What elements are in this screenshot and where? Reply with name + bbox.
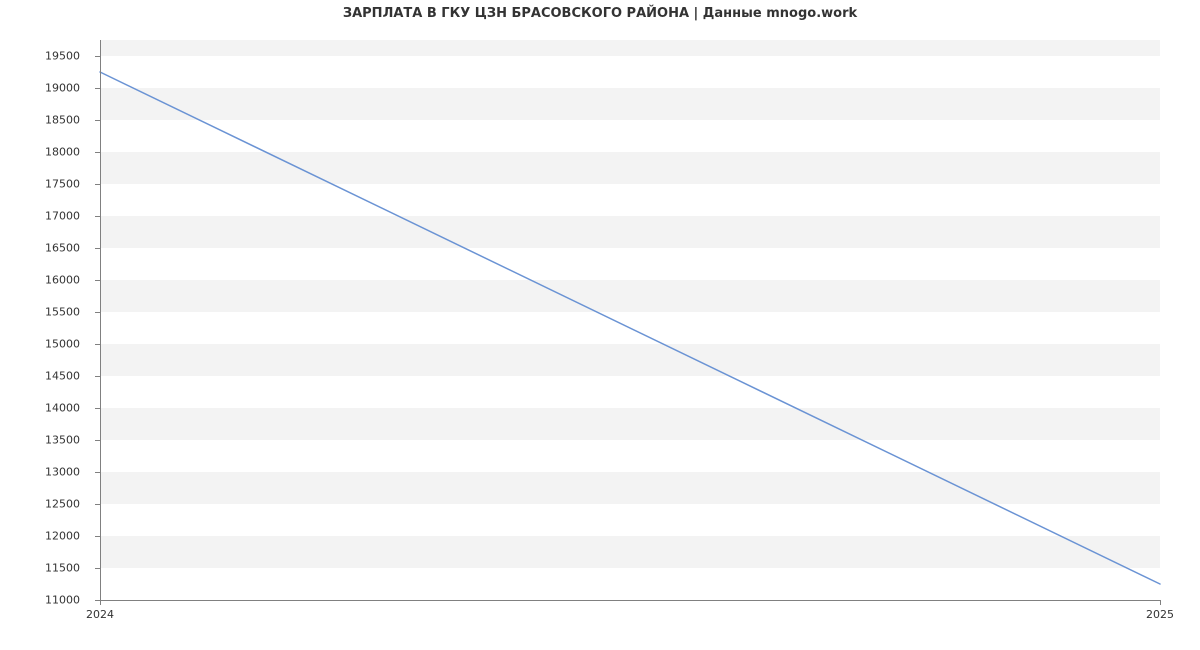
y-tick-mark: [95, 312, 100, 313]
x-tick-label: 2025: [1146, 608, 1174, 621]
y-tick-mark: [95, 280, 100, 281]
x-tick-mark: [100, 600, 101, 605]
y-tick-mark: [95, 568, 100, 569]
y-tick-mark: [95, 120, 100, 121]
y-tick-mark: [95, 472, 100, 473]
chart-title: ЗАРПЛАТА В ГКУ ЦЗН БРАСОВСКОГО РАЙОНА | …: [0, 6, 1200, 21]
y-tick-mark: [95, 408, 100, 409]
y-tick-mark: [95, 184, 100, 185]
plot-area: 1100011500120001250013000135001400014500…: [100, 40, 1160, 600]
y-tick-mark: [95, 376, 100, 377]
y-tick-mark: [95, 248, 100, 249]
x-tick-label: 2024: [86, 608, 114, 621]
y-tick-mark: [95, 344, 100, 345]
y-tick-mark: [95, 88, 100, 89]
y-tick-mark: [95, 504, 100, 505]
y-tick-mark: [95, 536, 100, 537]
x-tick-mark: [1160, 600, 1161, 605]
y-tick-mark: [95, 56, 100, 57]
y-axis-line: [100, 40, 101, 600]
y-tick-mark: [95, 216, 100, 217]
y-tick-mark: [95, 440, 100, 441]
data-line: [100, 40, 1160, 600]
salary-line-chart: ЗАРПЛАТА В ГКУ ЦЗН БРАСОВСКОГО РАЙОНА | …: [0, 0, 1200, 650]
y-tick-mark: [95, 152, 100, 153]
x-axis-line: [100, 600, 1160, 601]
